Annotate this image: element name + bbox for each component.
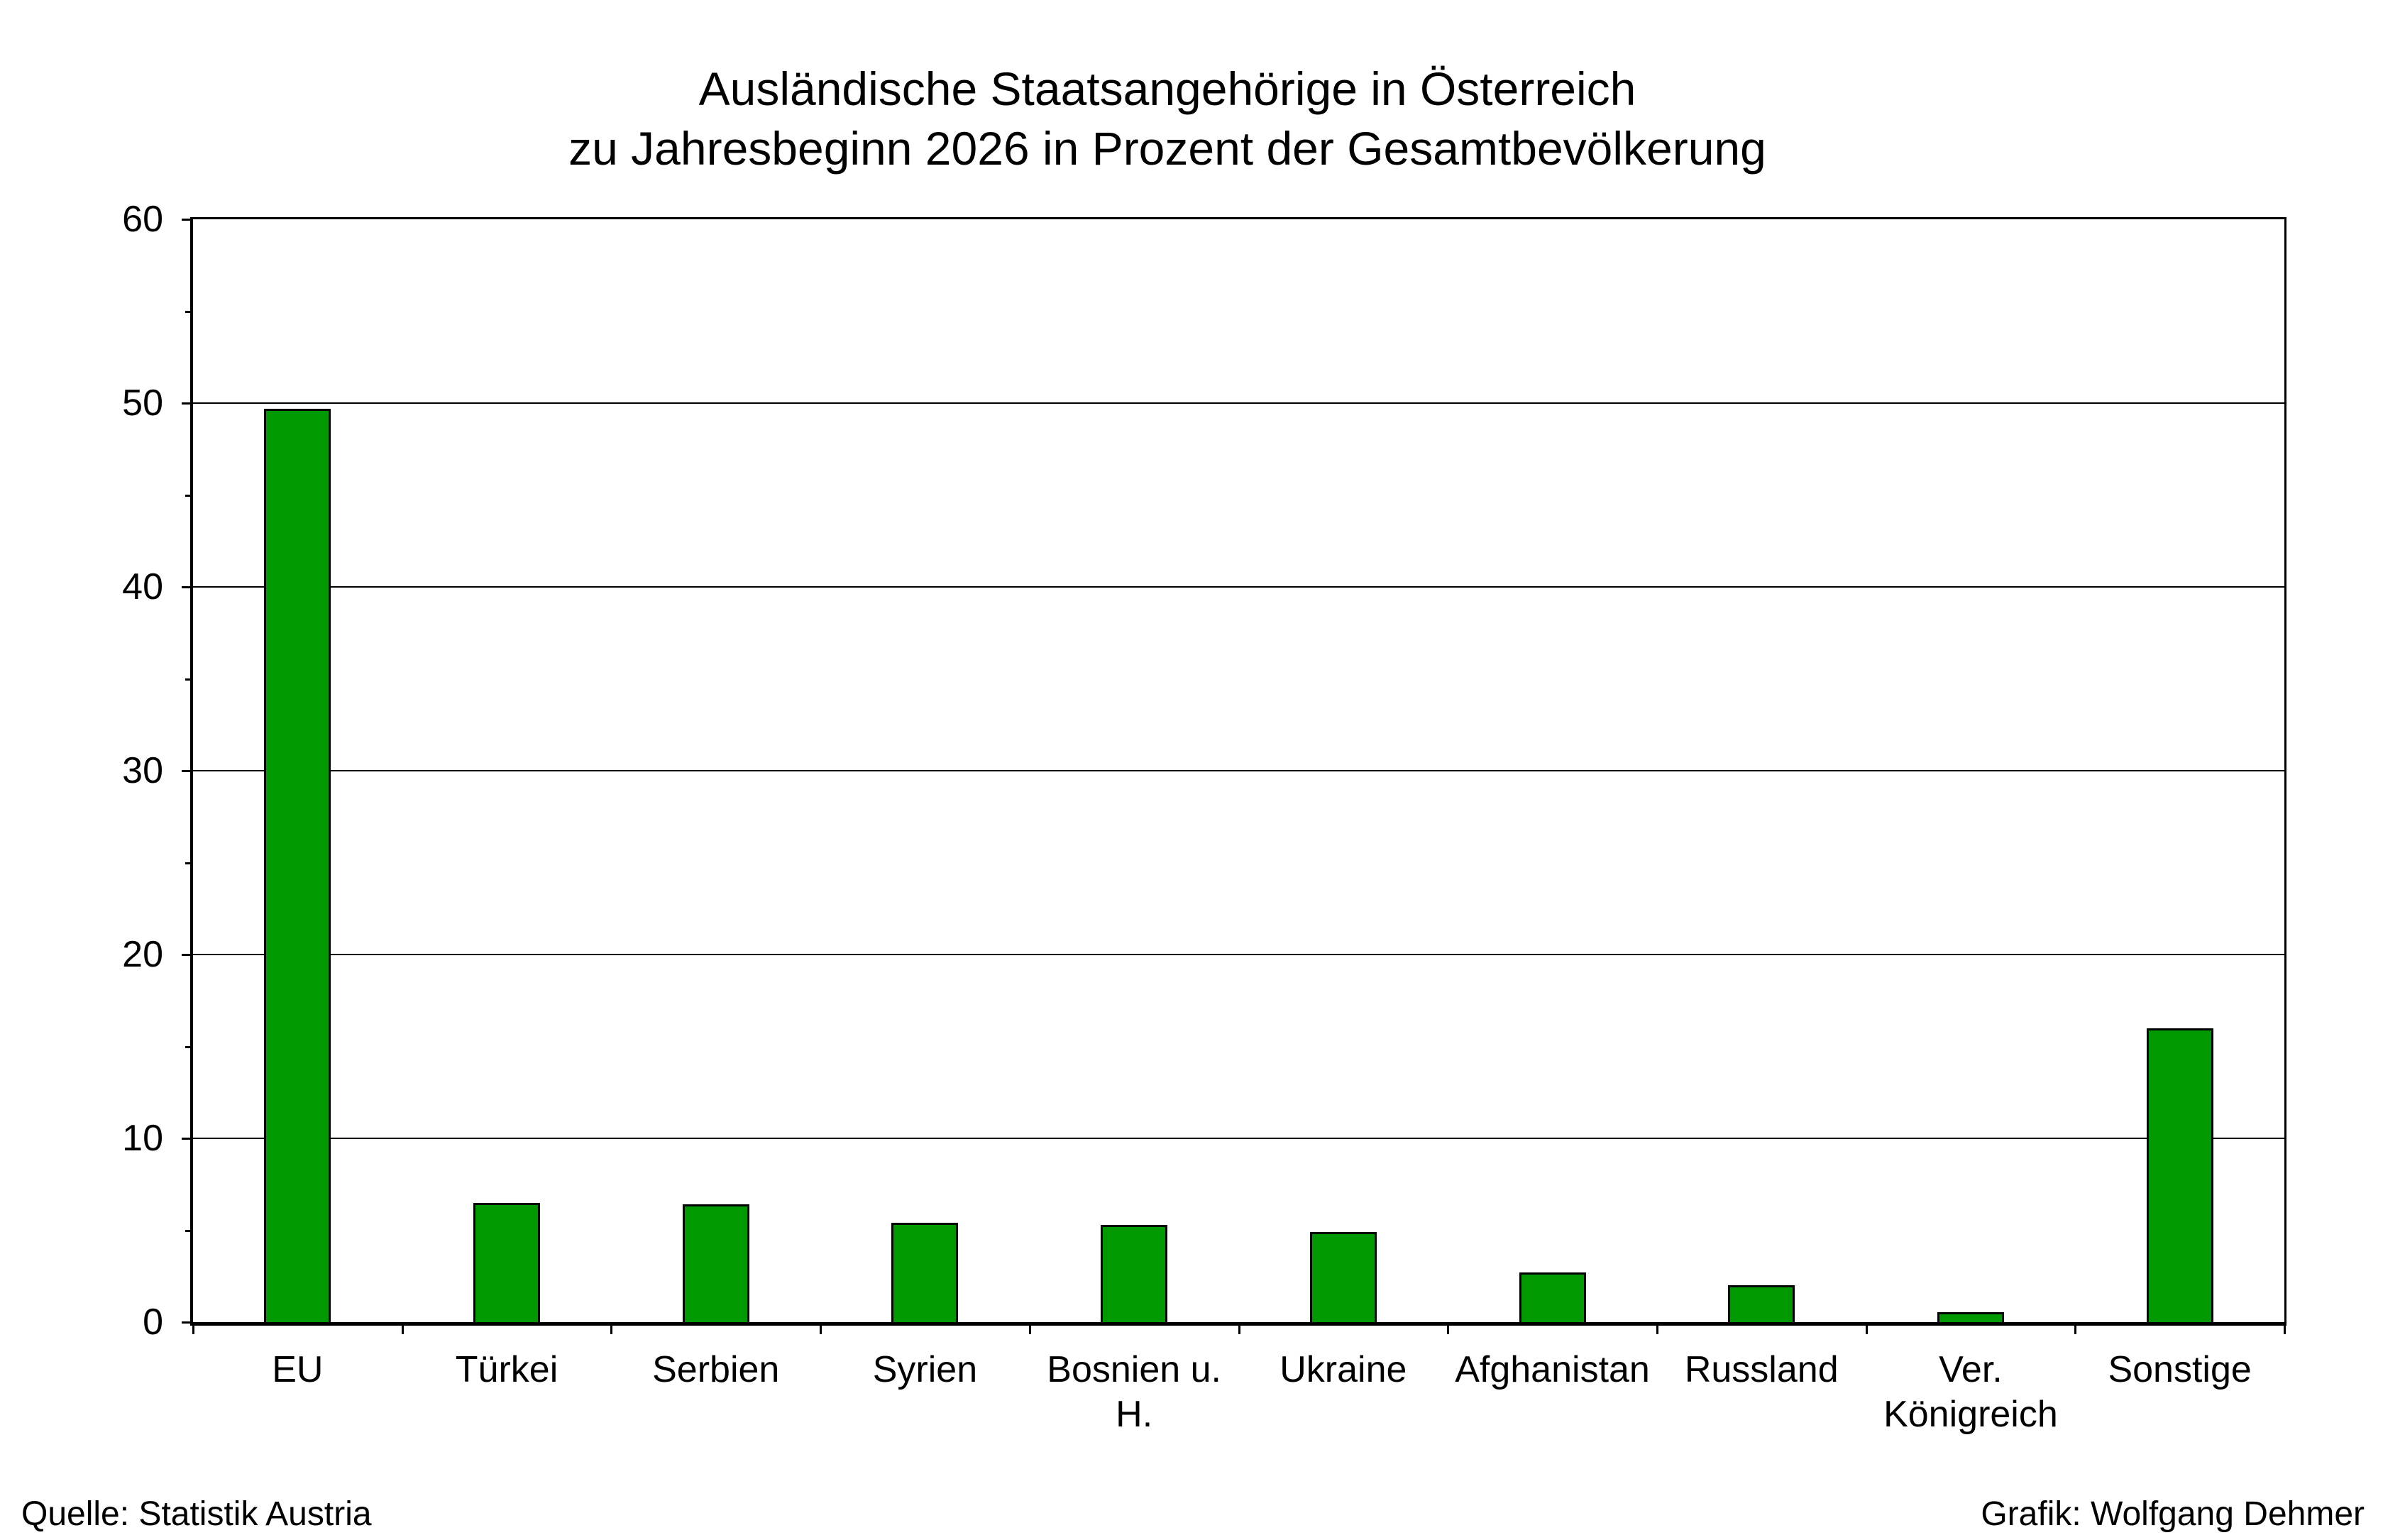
gridline-y-10 [193,1138,2284,1139]
y-major-tick [182,770,193,772]
x-axis-label: Ver. Königreich [1883,1349,2058,1435]
bar-sonstige [2147,1028,2213,1322]
x-axis-label: Afghanistan [1455,1349,1650,1390]
gridline-y-40 [193,586,2284,588]
bar-ver. [1937,1312,2004,1322]
gridline-y-20 [193,954,2284,955]
x-axis-label: Serbien [652,1349,780,1390]
y-major-tick [182,954,193,956]
plot-area [190,217,2286,1326]
y-major-tick [182,586,193,588]
gridline-y-30 [193,770,2284,771]
bar-serbien [683,1204,749,1322]
y-minor-tick [185,1045,193,1048]
x-tick [1447,1322,1450,1334]
bar-ukraine [1310,1232,1377,1322]
y-minor-tick [185,1229,193,1232]
gridline-y-50 [193,402,2284,404]
x-axis-label: Ukraine [1279,1349,1407,1390]
x-tick [1028,1322,1031,1334]
y-minor-tick [185,310,193,313]
x-axis-label: EU [272,1349,324,1390]
bar-syrien [891,1223,958,1322]
y-axis-label: 60 [122,199,163,240]
source-credit: Quelle: Statistik Austria [21,1495,372,1533]
x-axis-label: Russland [1684,1349,1839,1390]
x-tick [1865,1322,1868,1334]
x-tick [401,1322,404,1334]
y-axis-label: 30 [122,750,163,791]
bar-eu [264,409,331,1322]
chart-title-line1: Ausländische Staatsangehörige in Österre… [698,62,1636,115]
y-major-tick [182,402,193,405]
x-tick [820,1322,822,1334]
y-major-tick [182,1138,193,1140]
x-axis-label: Syrien [872,1349,978,1390]
x-tick [2284,1322,2286,1334]
y-axis-label: 50 [122,383,163,424]
x-tick [1656,1322,1658,1334]
y-axis-label: 10 [122,1118,163,1159]
y-minor-tick [185,494,193,497]
bar-afghanistan [1519,1272,1586,1322]
y-axis-label: 0 [143,1302,163,1343]
chart-title-line2: zu Jahresbeginn 2026 in Prozent der Gesa… [568,122,1766,175]
chart-title: Ausländische Staatsangehörige in Österre… [0,59,2335,178]
bar-bosnien u. [1101,1225,1167,1322]
author-credit: Grafik: Wolfgang Dehmer [1981,1495,2365,1533]
x-axis-label: Bosnien u. H. [1047,1349,1221,1435]
x-tick [1238,1322,1240,1334]
x-tick [192,1322,194,1334]
y-axis-label: 20 [122,934,163,975]
x-axis-label: Türkei [455,1349,558,1390]
y-minor-tick [185,862,193,864]
bar-russland [1728,1285,1795,1322]
x-axis-label: Sonstige [2108,1349,2252,1390]
x-tick [2074,1322,2077,1334]
x-tick [610,1322,613,1334]
y-major-tick [182,1321,193,1324]
bar-türkei [473,1203,540,1322]
y-axis-label: 40 [122,566,163,607]
y-major-tick [182,219,193,221]
y-minor-tick [185,678,193,681]
